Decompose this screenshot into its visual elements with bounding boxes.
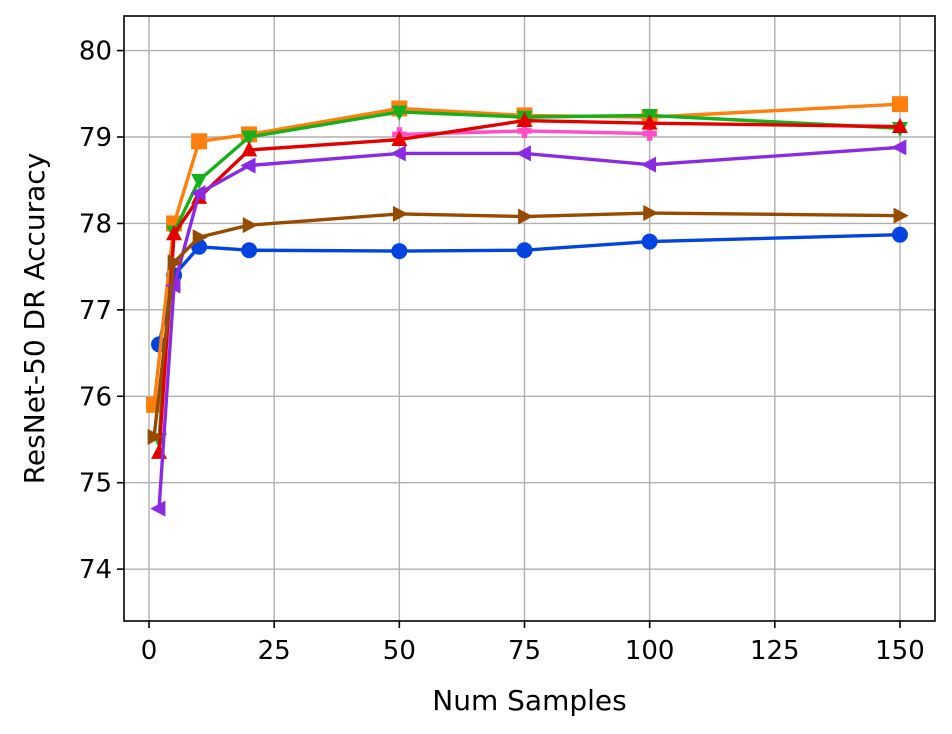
data-point bbox=[642, 126, 657, 141]
y-tick-label: 79 bbox=[79, 123, 112, 153]
y-tick-label: 80 bbox=[79, 37, 112, 67]
x-tick-label: 125 bbox=[750, 636, 800, 666]
data-point bbox=[891, 96, 908, 113]
data-point bbox=[891, 139, 907, 156]
series-5 bbox=[151, 111, 908, 459]
y-axis-label: ResNet-50 DR Accuracy bbox=[18, 153, 51, 485]
data-point bbox=[391, 130, 408, 146]
y-tick-label: 78 bbox=[79, 209, 112, 239]
data-point bbox=[392, 205, 409, 222]
x-tick-label: 100 bbox=[625, 636, 675, 666]
series-line bbox=[152, 211, 902, 439]
x-tick-label: 75 bbox=[508, 636, 541, 666]
data-point bbox=[191, 133, 208, 150]
data-point bbox=[192, 229, 208, 246]
y-tick-label: 76 bbox=[79, 382, 112, 412]
y-tick-label: 74 bbox=[79, 555, 112, 585]
axis-ticks: 0 25 50 75 100 125 150 74 75 76 77 78 79 80 bbox=[79, 37, 925, 666]
data-point bbox=[242, 217, 258, 234]
series-layer bbox=[146, 96, 909, 517]
data-point bbox=[390, 145, 406, 162]
data-point bbox=[640, 156, 657, 173]
data-point bbox=[517, 123, 532, 139]
data-point bbox=[391, 243, 408, 260]
data-point bbox=[150, 500, 166, 517]
data-point bbox=[167, 254, 183, 271]
series-line bbox=[157, 118, 902, 455]
series-line bbox=[157, 145, 902, 511]
x-tick-label: 0 bbox=[141, 636, 158, 666]
data-point bbox=[240, 157, 256, 174]
data-point bbox=[893, 207, 909, 224]
data-point bbox=[518, 208, 534, 225]
data-point bbox=[891, 117, 908, 134]
data-point bbox=[641, 114, 658, 130]
data-point bbox=[641, 233, 658, 250]
y-tick-label: 75 bbox=[79, 469, 112, 499]
data-point bbox=[515, 145, 531, 162]
data-point bbox=[241, 242, 258, 259]
series-7 bbox=[147, 205, 909, 445]
series-6 bbox=[150, 139, 907, 517]
data-point bbox=[516, 242, 533, 259]
data-point bbox=[391, 105, 408, 121]
data-point bbox=[516, 111, 533, 127]
data-point bbox=[166, 225, 183, 241]
y-tick-label: 77 bbox=[79, 296, 112, 326]
series-1 bbox=[151, 226, 908, 353]
x-tick-label: 150 bbox=[875, 636, 925, 666]
data-point bbox=[891, 226, 908, 243]
data-point bbox=[191, 173, 208, 190]
series-line bbox=[157, 110, 902, 442]
data-point bbox=[241, 141, 258, 157]
plot-frame bbox=[123, 15, 936, 622]
x-tick-label: 50 bbox=[383, 636, 416, 666]
data-point bbox=[643, 205, 659, 222]
x-tick-label: 25 bbox=[258, 636, 291, 666]
data-point bbox=[241, 130, 258, 146]
grid-lines bbox=[124, 16, 935, 621]
data-point bbox=[190, 185, 206, 202]
data-point bbox=[147, 428, 163, 445]
x-axis-label: Num Samples bbox=[432, 684, 626, 717]
